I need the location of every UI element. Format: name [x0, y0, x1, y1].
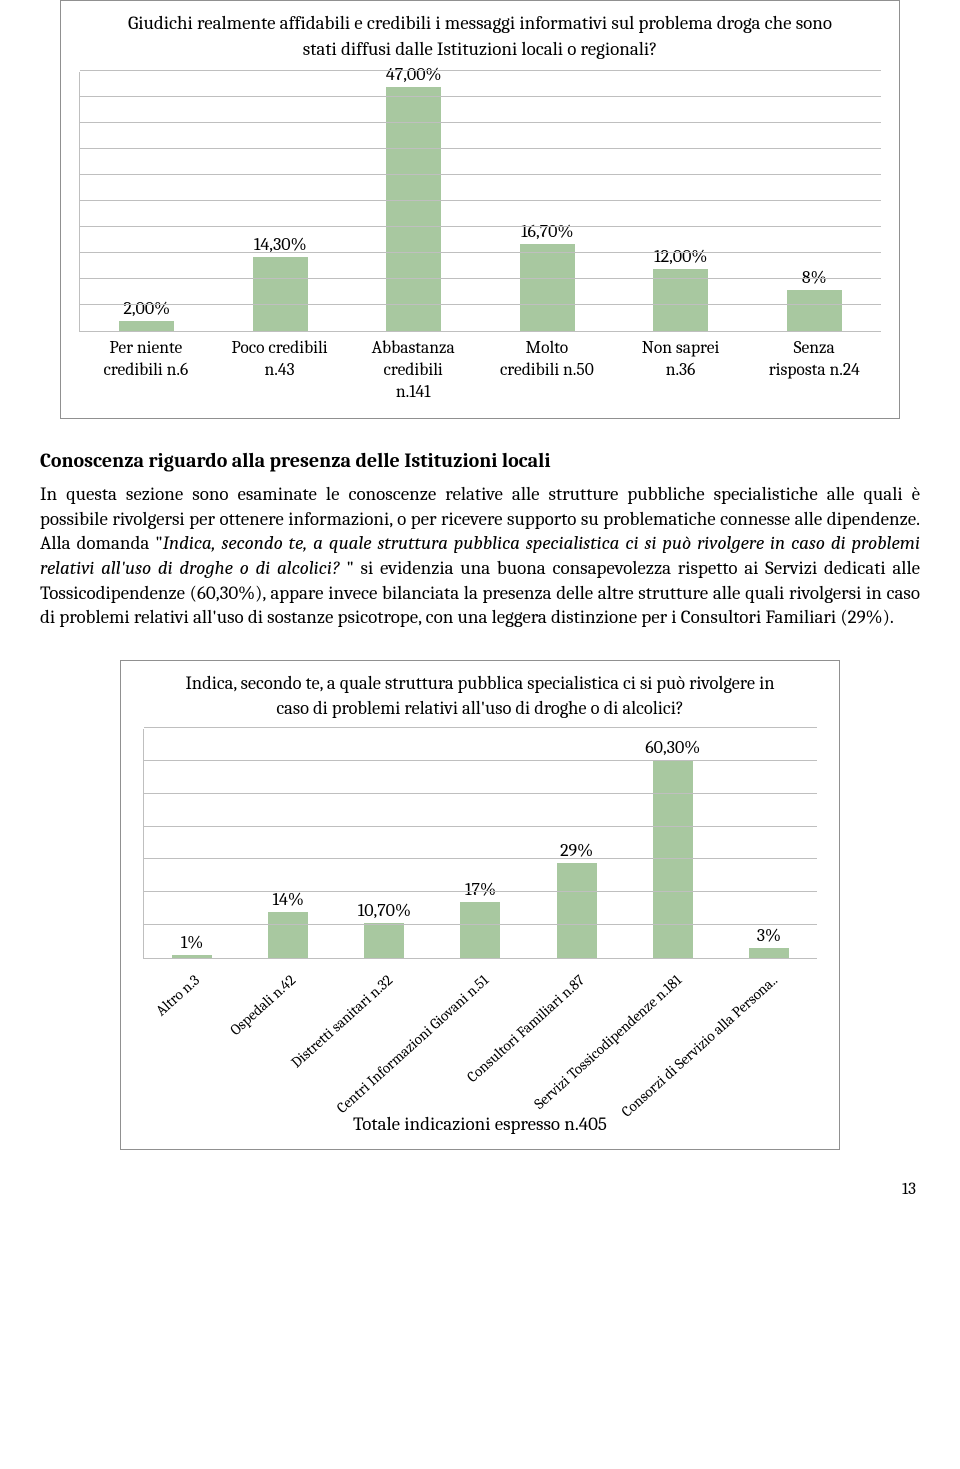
xaxis-label: Per nientecredibili n.6 [79, 338, 213, 404]
bar-slot: 16,70% [481, 72, 615, 331]
xaxis-label: Altro n.3 [143, 965, 239, 1105]
bar [386, 87, 441, 331]
section-heading: Conoscenza riguardo alla presenza delle … [40, 449, 920, 472]
bar-value-label: 16,70% [521, 221, 573, 242]
bar-slot: 8% [748, 72, 882, 331]
bar [787, 290, 842, 332]
bar [364, 923, 404, 958]
chart-structures: Indica, secondo te, a quale struttura pu… [120, 660, 840, 1150]
page-number: 13 [40, 1180, 920, 1199]
bar-value-label: 60,30% [645, 737, 700, 758]
bar-value-label: 47,00% [386, 64, 442, 85]
xaxis-label: Abbastanzacredibilin.141 [346, 338, 480, 404]
xaxis-label: Non saprein.36 [614, 338, 748, 404]
chart-credibility: Giudichi realmente affidabili e credibil… [60, 0, 900, 419]
bar-value-label: 8% [802, 267, 827, 288]
bar [557, 863, 597, 958]
bar [749, 948, 789, 958]
bar-value-label: 17% [465, 879, 496, 900]
bar [460, 902, 500, 958]
bar-slot: 12,00% [614, 72, 748, 331]
bar-slot: 47,00% [347, 72, 481, 331]
bar [119, 321, 174, 331]
chart1-title: Giudichi realmente affidabili e credibil… [75, 11, 885, 68]
bar-value-label: 2,00% [123, 298, 170, 319]
body-paragraph: In questa sezione sono esaminate le cono… [40, 482, 920, 630]
bar [268, 912, 308, 958]
xaxis-label: Moltocredibili n.50 [480, 338, 614, 404]
chart1-plot: 2,00% 14,30%47,00% 16,70% 12,00% 8% Per nien… [75, 72, 885, 404]
chart2-title: Indica, secondo te, a quale struttura pu… [139, 671, 821, 725]
bar-value-label: 1% [181, 932, 204, 953]
bar [253, 257, 308, 331]
bar-value-label: 3% [757, 925, 781, 946]
bar [172, 955, 212, 958]
chart2-caption: Totale indicazioni espresso n.405 [139, 1113, 821, 1135]
chart2-plot: 1%14%10,70%17%29%60,30%3% Altro n.3Osped… [139, 729, 821, 1105]
bar-value-label: 12,00% [654, 246, 707, 267]
bar-value-label: 10,70% [358, 900, 411, 921]
bar [520, 244, 575, 331]
xaxis-label: Consorzi di Servizio alla Persona.. [721, 965, 817, 1105]
xaxis-label: Senzarisposta n.24 [747, 338, 881, 404]
xaxis-label: Poco credibilin.43 [213, 338, 347, 404]
bar-slot: 14,30% [214, 72, 348, 331]
bar-slot: 2,00% [80, 72, 214, 331]
